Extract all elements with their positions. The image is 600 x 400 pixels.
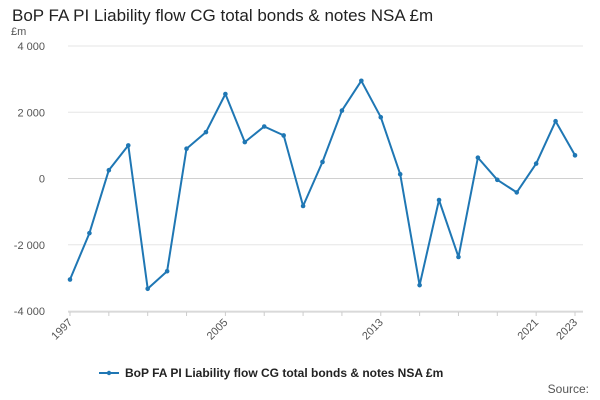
data-point[interactable] xyxy=(397,171,403,177)
y-tick-label: 2 000 xyxy=(17,107,45,119)
data-point[interactable] xyxy=(87,230,92,236)
data-point[interactable] xyxy=(203,129,209,135)
y-tick-label: 4 000 xyxy=(17,41,45,53)
y-axis-unit-label: £m xyxy=(11,26,27,38)
source-label: Source: xyxy=(547,382,589,396)
data-point[interactable] xyxy=(223,91,228,97)
data-point[interactable] xyxy=(417,282,422,288)
data-point[interactable] xyxy=(359,78,364,84)
data-point[interactable] xyxy=(261,124,267,129)
series-layer xyxy=(67,78,578,292)
x-tick-label: 2005 xyxy=(205,317,231,343)
data-point[interactable] xyxy=(572,153,578,158)
data-point[interactable] xyxy=(145,286,150,292)
data-point[interactable] xyxy=(67,277,73,282)
data-point[interactable] xyxy=(106,167,112,173)
data-point[interactable] xyxy=(300,203,306,209)
data-point[interactable] xyxy=(164,268,170,274)
data-point[interactable] xyxy=(495,177,500,183)
y-tick-label: -4 000 xyxy=(14,306,45,318)
data-point[interactable] xyxy=(378,114,384,120)
y-tick-label: -2 000 xyxy=(14,240,45,252)
y-tick-label: 0 xyxy=(39,174,45,186)
data-point[interactable] xyxy=(553,118,558,124)
data-point[interactable] xyxy=(456,254,461,260)
x-tick-label: 2021 xyxy=(515,317,541,343)
x-tick-label: 2023 xyxy=(554,317,580,343)
legend-swatch xyxy=(99,370,119,376)
legend-label: BoP FA PI Liability flow CG total bonds … xyxy=(125,366,444,380)
chart-title: BoP FA PI Liability flow CG total bonds … xyxy=(12,6,434,25)
data-point[interactable] xyxy=(533,161,539,166)
data-point[interactable] xyxy=(436,197,442,203)
data-point[interactable] xyxy=(339,108,345,113)
data-point[interactable] xyxy=(125,143,131,148)
x-tick-label: 1997 xyxy=(49,317,75,343)
legend: BoP FA PI Liability flow CG total bonds … xyxy=(98,366,443,380)
data-point[interactable] xyxy=(514,190,520,195)
data-point[interactable] xyxy=(475,155,481,160)
data-point[interactable] xyxy=(184,146,189,151)
data-point[interactable] xyxy=(242,139,248,145)
data-point[interactable] xyxy=(320,159,325,165)
data-point[interactable] xyxy=(281,133,286,138)
x-tick-label: 2013 xyxy=(360,317,386,343)
